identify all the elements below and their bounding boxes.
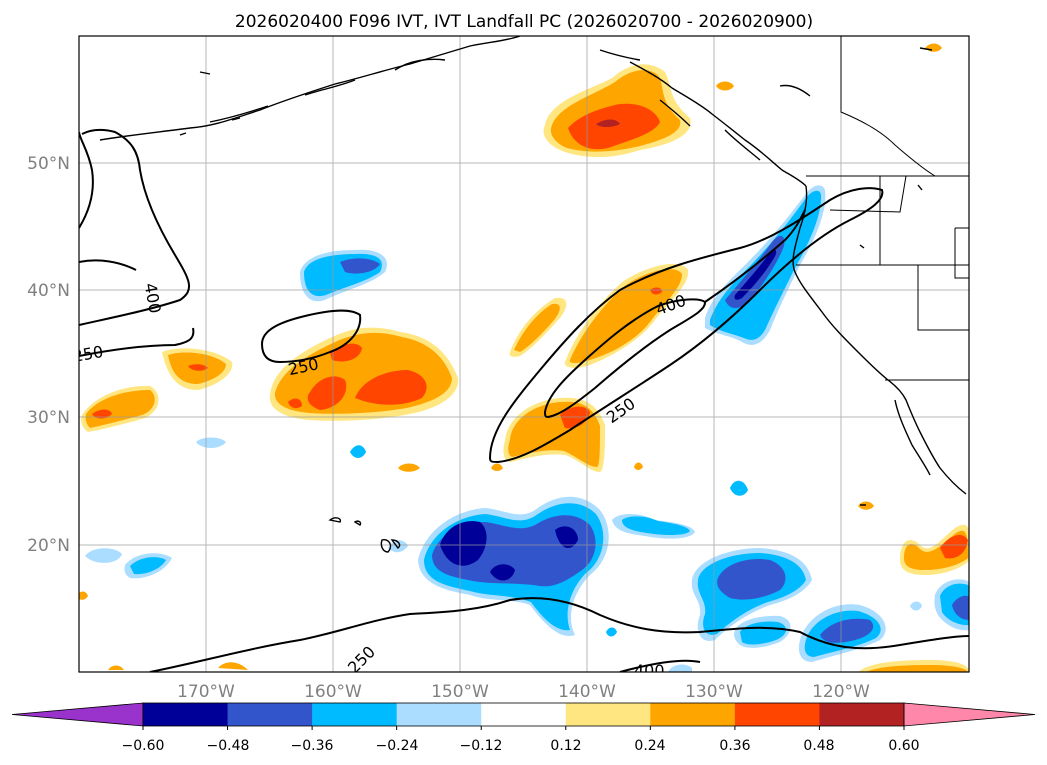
colorbar-segment bbox=[227, 703, 313, 726]
positive-pc-shading bbox=[79, 43, 969, 672]
colorbar-ticks: −0.60 −0.48 −0.36 −0.24 −0.12 0.12 0.24 … bbox=[122, 738, 920, 754]
lon-label: 170°W bbox=[177, 682, 235, 702]
colorbar-segment bbox=[734, 703, 820, 726]
lon-label: 130°W bbox=[685, 682, 743, 702]
colorbar-tick-label: 0.36 bbox=[719, 738, 750, 754]
lon-label: 160°W bbox=[304, 682, 362, 702]
lat-label: 20°N bbox=[27, 536, 70, 556]
contour-label: 400 bbox=[634, 661, 665, 680]
latitude-labels: 50°N 40°N 30°N 20°N bbox=[27, 154, 70, 556]
colorbar-tick-label: 0.12 bbox=[550, 738, 581, 754]
colorbar-tick-label: −0.36 bbox=[291, 738, 334, 754]
ivt-contours bbox=[79, 128, 969, 672]
lon-label: 150°W bbox=[431, 682, 489, 702]
colorbar: −0.60 −0.48 −0.36 −0.24 −0.12 0.12 0.24 … bbox=[11, 702, 1036, 754]
colorbar-segment bbox=[312, 703, 398, 726]
lon-label: 120°W bbox=[812, 682, 870, 702]
lat-label: 30°N bbox=[27, 408, 70, 428]
colorbar-segment bbox=[396, 703, 482, 726]
colorbar-frame bbox=[142, 702, 905, 727]
colorbar-segment bbox=[481, 703, 567, 726]
colorbar-tick-label: 0.24 bbox=[634, 738, 665, 754]
colorbar-tick-label: −0.12 bbox=[460, 738, 503, 754]
colorbar-segment bbox=[565, 703, 651, 726]
colorbar-tick-label: 0.48 bbox=[803, 738, 834, 754]
political-borders bbox=[796, 36, 969, 381]
colorbar-segment bbox=[819, 703, 905, 726]
lon-label: 140°W bbox=[558, 682, 616, 702]
coastlines bbox=[99, 36, 967, 553]
colorbar-tick-label: 0.60 bbox=[888, 738, 919, 754]
colorbar-extend-min bbox=[11, 702, 144, 727]
colorbar-tick-label: −0.24 bbox=[376, 738, 419, 754]
gridlines bbox=[79, 36, 969, 672]
colorbar-segment bbox=[650, 703, 736, 726]
colorbar-segment bbox=[143, 703, 229, 726]
lat-label: 40°N bbox=[27, 281, 70, 301]
colorbar-tick-label: −0.48 bbox=[207, 738, 250, 754]
colorbar-tick-label: −0.60 bbox=[122, 738, 165, 754]
figure-title: 2026020400 F096 IVT, IVT Landfall PC (20… bbox=[235, 12, 813, 32]
longitude-labels: 170°W 160°W 150°W 140°W 130°W 120°W bbox=[177, 682, 870, 702]
lat-label: 50°N bbox=[27, 154, 70, 174]
colorbar-extend-max bbox=[903, 702, 1036, 727]
colorbar-segments bbox=[11, 702, 1036, 730]
plot-frame bbox=[78, 35, 970, 673]
map-plot-area: 400 250 400 250 250 250 400 bbox=[79, 36, 969, 680]
